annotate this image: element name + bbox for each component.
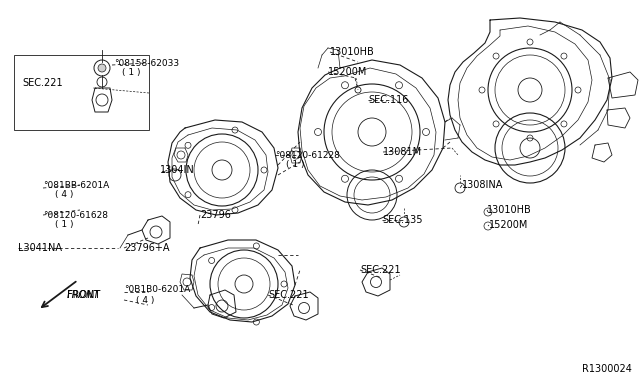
Text: °08120-61228: °08120-61228 <box>275 151 340 160</box>
Text: L3041NA: L3041NA <box>18 243 62 253</box>
Text: 15200M: 15200M <box>328 67 367 77</box>
Text: 23796+A: 23796+A <box>124 243 170 253</box>
Text: SEC.135: SEC.135 <box>382 215 422 225</box>
Text: 13081M: 13081M <box>383 147 422 157</box>
Text: SEC.221: SEC.221 <box>360 265 401 275</box>
Text: ( 1 ): ( 1 ) <box>286 160 305 170</box>
Text: ( 4 ): ( 4 ) <box>55 190 74 199</box>
Text: 13010HB: 13010HB <box>487 205 532 215</box>
Text: °081BB-6201A: °081BB-6201A <box>43 180 109 189</box>
Bar <box>14 55 149 130</box>
Text: FRONT: FRONT <box>67 290 100 300</box>
Text: °08158-62033: °08158-62033 <box>114 58 179 67</box>
Text: ( 1 ): ( 1 ) <box>122 68 141 77</box>
Text: SEC.221: SEC.221 <box>22 78 63 88</box>
Text: SEC.116: SEC.116 <box>368 95 408 105</box>
Text: °08120-61628: °08120-61628 <box>43 211 108 219</box>
Text: ( 4 ): ( 4 ) <box>136 295 154 305</box>
Text: °0B1B0-6201A: °0B1B0-6201A <box>124 285 190 295</box>
Text: SEC.221: SEC.221 <box>268 290 308 300</box>
Text: R1300024: R1300024 <box>582 364 632 372</box>
Text: 15200M: 15200M <box>489 220 529 230</box>
Text: FRONT: FRONT <box>67 290 100 300</box>
Circle shape <box>98 64 106 72</box>
Text: 1304IN: 1304IN <box>160 165 195 175</box>
Text: 23796: 23796 <box>200 210 231 220</box>
Text: 13010HB: 13010HB <box>330 47 375 57</box>
Text: 1308INA: 1308INA <box>462 180 504 190</box>
Text: ( 1 ): ( 1 ) <box>55 221 74 230</box>
